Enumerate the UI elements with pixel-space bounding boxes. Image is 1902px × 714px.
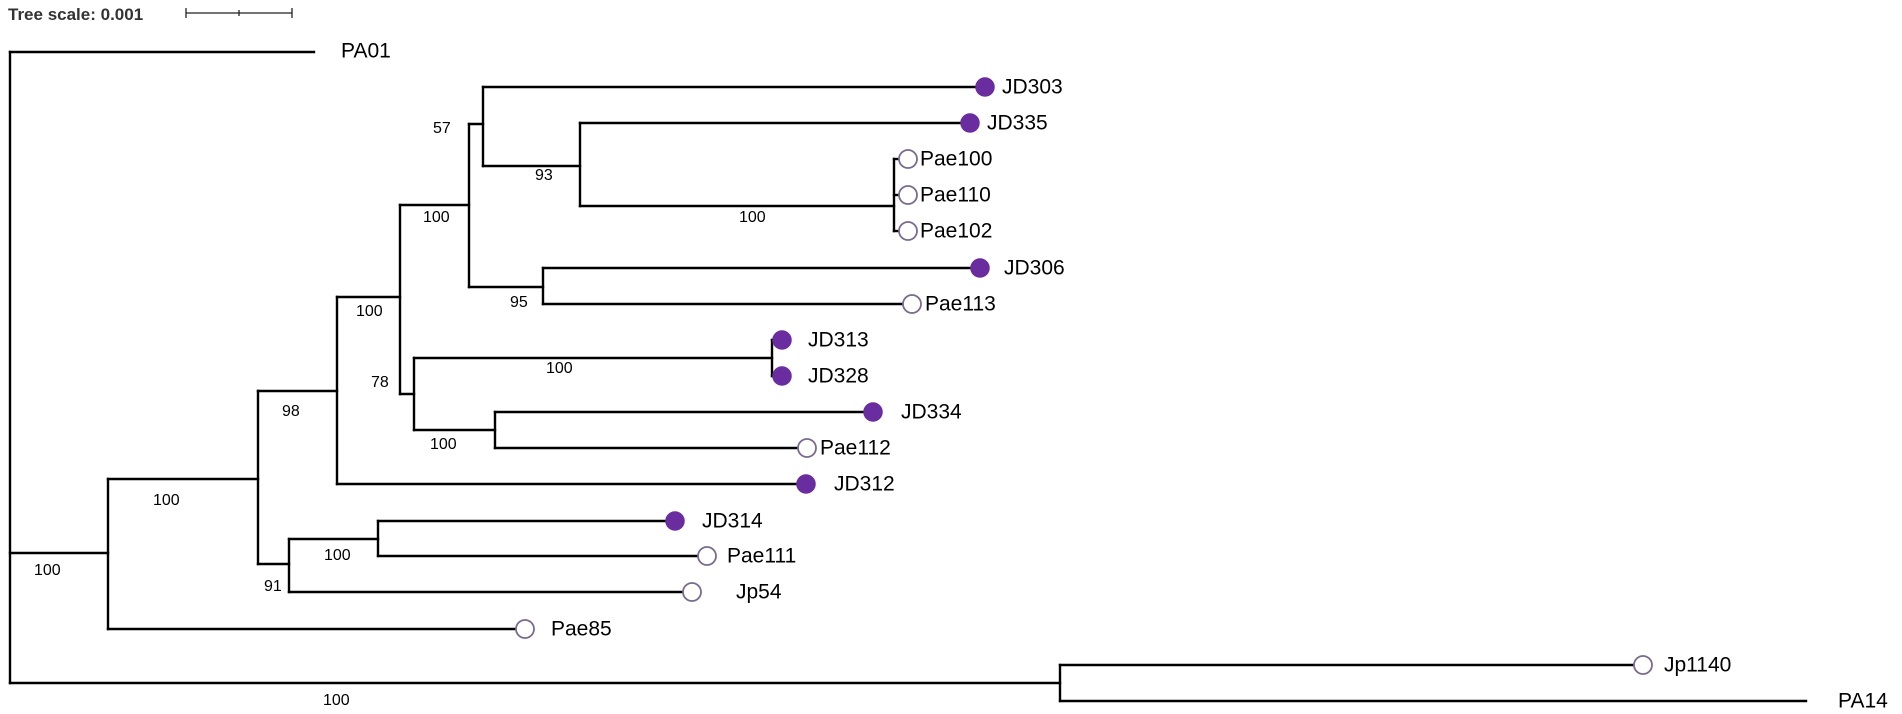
open-circle-marker [898,221,918,241]
support-value: 100 [430,436,457,453]
support-value: 78 [371,374,389,391]
filled-circle-marker [970,258,990,278]
tree-scale-label: Tree scale: 0.001 [8,5,143,24]
support-values: 57 93 100 100 95 100 78 100 100 98 100 1… [34,120,766,709]
support-value: 100 [739,209,766,226]
tip-label: JD303 [1002,76,1063,99]
tip-label: JD312 [834,473,895,496]
open-circle-marker [1633,655,1653,675]
tip-labels: PA01 JD303 JD335 Pae100 Pae110 Pae102 JD… [341,40,1888,713]
support-value: 100 [324,547,351,564]
open-circle-marker [898,185,918,205]
tip-label: Pae113 [925,293,996,316]
open-circle-marker [902,294,922,314]
support-value: 57 [433,120,451,137]
tree-scale: Tree scale: 0.001 [8,5,293,24]
tip-label: Pae85 [551,618,612,641]
open-circle-marker [515,619,535,639]
support-value: 100 [423,209,450,226]
support-value: 100 [323,692,350,709]
tip-label: Pae100 [920,148,992,171]
tip-label: JD306 [1004,257,1065,280]
tip-label: JD314 [702,510,763,533]
filled-circle-marker [960,113,980,133]
support-value: 91 [264,578,282,595]
open-circle-marker [682,582,702,602]
support-value: 93 [535,167,553,184]
tip-label: Jp54 [736,581,782,604]
support-value: 100 [356,303,383,320]
filled-circle-marker [665,511,685,531]
tip-label: Pae102 [920,220,992,243]
tip-label: JD328 [808,365,869,388]
tip-label: JD313 [808,329,869,352]
tip-markers [515,77,1653,675]
support-value: 100 [34,562,61,579]
support-value: 98 [282,403,300,420]
tip-label: JD334 [901,401,962,424]
tree-branches [8,50,1808,703]
open-circle-marker [898,149,918,169]
support-value: 95 [510,294,528,311]
tip-label: Pae112 [820,437,891,460]
tip-label: PA01 [341,40,391,63]
filled-circle-marker [975,77,995,97]
filled-circle-marker [863,402,883,422]
filled-circle-marker [772,330,792,350]
support-value: 100 [546,360,573,377]
open-circle-marker [697,546,717,566]
tip-label: JD335 [987,112,1048,135]
tip-label: Pae110 [920,184,991,207]
open-circle-marker [797,438,817,458]
tip-label: PA14 [1838,690,1888,713]
support-value: 100 [153,492,180,509]
tip-label: Pae111 [727,545,796,568]
tip-label: Jp1140 [1664,654,1731,677]
filled-circle-marker [772,366,792,386]
filled-circle-marker [796,474,816,494]
